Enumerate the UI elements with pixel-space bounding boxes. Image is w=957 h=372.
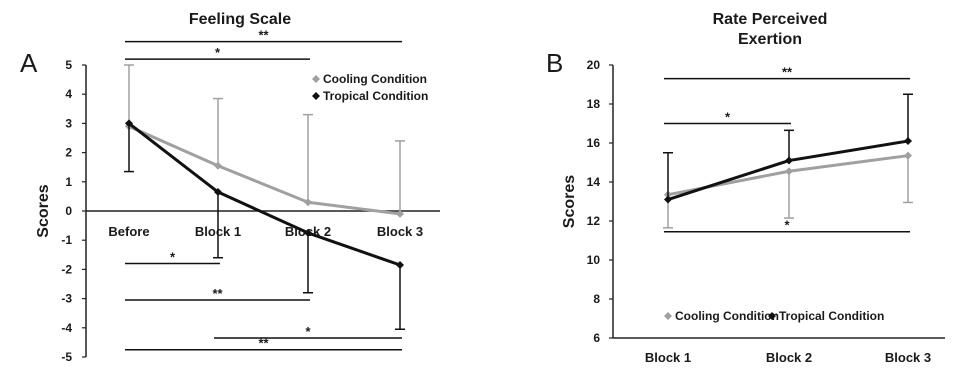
significance-label: * — [784, 218, 790, 233]
significance-label: ** — [782, 65, 793, 80]
legend-marker — [664, 312, 672, 320]
y-tick-label: -3 — [61, 292, 72, 306]
x-tick-label: Block 3 — [885, 350, 931, 365]
y-tick-label: 8 — [593, 292, 600, 306]
y-tick-label: 0 — [65, 204, 72, 218]
y-tick-label: 18 — [587, 97, 601, 111]
chart-panel-b: B Rate Perceived Exertion Scores 6 8 10 12 14 16 1… — [546, 11, 945, 365]
data-point — [214, 161, 222, 170]
y-tick-label: 1 — [65, 175, 72, 189]
y-tick-label: -4 — [61, 321, 72, 335]
significance-label: * — [725, 110, 731, 125]
significance-label: ** — [258, 28, 269, 43]
y-tick-label: 4 — [65, 87, 72, 101]
panel-label: B — [546, 48, 563, 78]
significance-label: ** — [212, 286, 223, 301]
legend-marker — [312, 92, 320, 100]
series-tropical-condition — [124, 119, 405, 331]
significance-label: ** — [258, 336, 269, 351]
y-tick-label: 5 — [65, 58, 72, 72]
significance-label: * — [170, 250, 176, 265]
data-point — [904, 151, 912, 160]
legend-entry: Tropical Condition — [779, 309, 884, 323]
series-tropical-condition — [663, 93, 913, 204]
y-tick-label: -1 — [61, 233, 72, 247]
data-point — [396, 209, 404, 218]
data-point — [214, 188, 222, 197]
legend-entry: Tropical Condition — [323, 89, 428, 103]
y-tick-label: 20 — [587, 58, 601, 72]
panel-label: A — [20, 48, 38, 78]
chart-title: Exertion — [738, 31, 802, 48]
chart-title: Rate Perceived — [713, 11, 828, 28]
data-point — [664, 195, 672, 204]
y-tick-label: 14 — [587, 175, 601, 189]
data-point — [304, 228, 312, 237]
y-tick-label: -5 — [61, 350, 72, 364]
data-point — [785, 167, 793, 176]
y-axis-label: Scores — [35, 184, 52, 237]
series-cooling-condition — [124, 64, 405, 218]
series-line — [128, 124, 401, 216]
significance-label: * — [215, 45, 221, 60]
legend: Cooling Condition Tropical Condition — [312, 72, 428, 103]
data-point — [904, 137, 912, 146]
y-tick-label: 2 — [65, 146, 72, 160]
legend-marker — [768, 312, 776, 320]
chart-title: Feeling Scale — [189, 11, 291, 28]
legend-entry: Cooling Condition — [323, 72, 427, 86]
y-tick-label: -2 — [61, 262, 72, 276]
x-tick-label: Block 2 — [766, 350, 812, 365]
y-tick-label: 6 — [593, 331, 600, 345]
chart-panel-a: A Feeling Scale Scores -5 -4 -3 -2 -1 0 1 2 3 4 5 Befo… — [20, 11, 440, 364]
data-point — [396, 261, 404, 270]
x-tick-label: Block 1 — [645, 350, 691, 365]
series-line — [128, 122, 401, 267]
data-point — [785, 156, 793, 165]
data-point — [304, 198, 312, 207]
y-tick-label: 10 — [587, 253, 601, 267]
y-axis-label: Scores — [561, 175, 578, 228]
x-tick-label: Before — [108, 224, 149, 239]
y-tick-label: 12 — [587, 214, 601, 228]
y-tick-label: 16 — [587, 136, 601, 150]
y-tick-label: 3 — [65, 116, 72, 130]
data-point — [125, 119, 133, 128]
legend-marker — [312, 75, 320, 83]
legend-entry: Cooling Condition — [675, 309, 779, 323]
x-tick-label: Block 3 — [377, 224, 423, 239]
significance-label: * — [305, 324, 311, 339]
